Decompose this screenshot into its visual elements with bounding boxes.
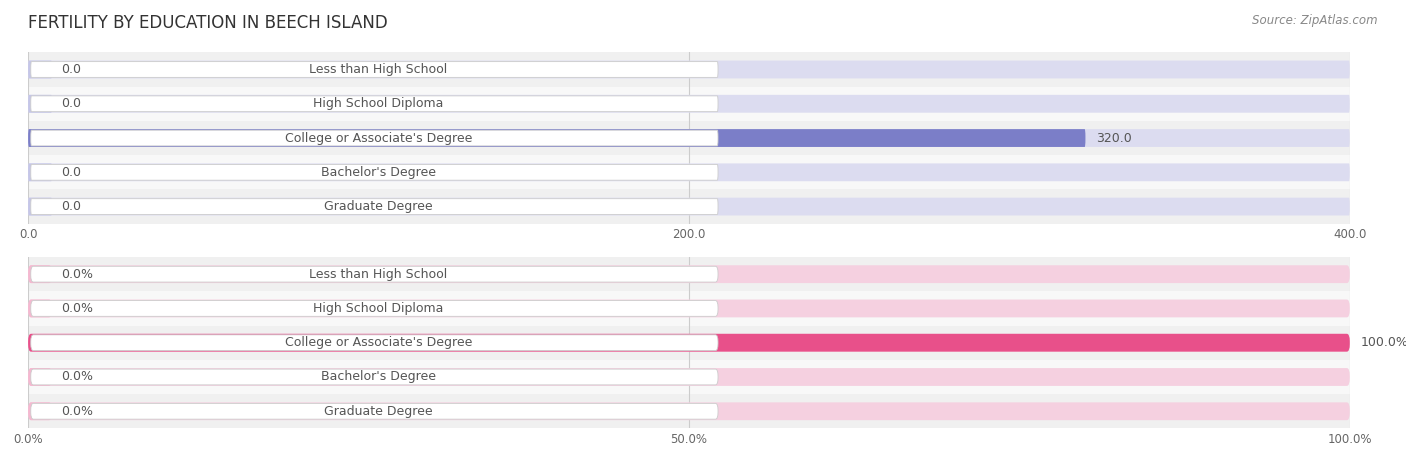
FancyBboxPatch shape — [31, 335, 718, 351]
Text: Less than High School: Less than High School — [309, 268, 447, 281]
FancyBboxPatch shape — [28, 198, 1350, 216]
Text: 100.0%: 100.0% — [1361, 336, 1406, 349]
FancyBboxPatch shape — [28, 368, 52, 386]
Text: 0.0%: 0.0% — [62, 405, 93, 418]
FancyBboxPatch shape — [28, 95, 1350, 113]
FancyBboxPatch shape — [31, 403, 718, 419]
Text: 0.0%: 0.0% — [62, 268, 93, 281]
FancyBboxPatch shape — [31, 369, 718, 385]
FancyBboxPatch shape — [31, 300, 718, 317]
FancyBboxPatch shape — [28, 129, 1350, 147]
Bar — [28, 52, 1350, 87]
Text: 0.0%: 0.0% — [62, 302, 93, 315]
FancyBboxPatch shape — [28, 163, 52, 181]
FancyBboxPatch shape — [28, 299, 52, 317]
Text: Bachelor's Degree: Bachelor's Degree — [321, 370, 436, 384]
Bar — [28, 326, 1350, 360]
FancyBboxPatch shape — [28, 60, 52, 79]
FancyBboxPatch shape — [28, 402, 1350, 420]
Bar — [28, 87, 1350, 121]
Text: College or Associate's Degree: College or Associate's Degree — [284, 131, 472, 145]
Text: College or Associate's Degree: College or Associate's Degree — [284, 336, 472, 349]
FancyBboxPatch shape — [28, 129, 1085, 147]
FancyBboxPatch shape — [31, 266, 718, 282]
FancyBboxPatch shape — [31, 61, 718, 78]
Text: High School Diploma: High School Diploma — [314, 302, 443, 315]
FancyBboxPatch shape — [28, 402, 52, 420]
Text: 320.0: 320.0 — [1097, 131, 1132, 145]
Bar — [28, 155, 1350, 189]
FancyBboxPatch shape — [28, 368, 1350, 386]
FancyBboxPatch shape — [28, 163, 1350, 181]
FancyBboxPatch shape — [28, 334, 1350, 352]
Text: 0.0%: 0.0% — [62, 370, 93, 384]
FancyBboxPatch shape — [28, 299, 1350, 317]
FancyBboxPatch shape — [31, 164, 718, 180]
FancyBboxPatch shape — [28, 265, 1350, 283]
Bar — [28, 189, 1350, 224]
Text: Graduate Degree: Graduate Degree — [323, 405, 433, 418]
FancyBboxPatch shape — [28, 60, 1350, 79]
Text: Less than High School: Less than High School — [309, 63, 447, 76]
Text: Bachelor's Degree: Bachelor's Degree — [321, 166, 436, 179]
Text: 0.0: 0.0 — [62, 97, 82, 110]
FancyBboxPatch shape — [28, 265, 52, 283]
Text: Source: ZipAtlas.com: Source: ZipAtlas.com — [1253, 14, 1378, 27]
FancyBboxPatch shape — [28, 198, 52, 216]
Bar — [28, 360, 1350, 394]
Text: FERTILITY BY EDUCATION IN BEECH ISLAND: FERTILITY BY EDUCATION IN BEECH ISLAND — [28, 14, 388, 32]
Text: Graduate Degree: Graduate Degree — [323, 200, 433, 213]
FancyBboxPatch shape — [31, 198, 718, 215]
Bar — [28, 121, 1350, 155]
Bar — [28, 394, 1350, 428]
Text: High School Diploma: High School Diploma — [314, 97, 443, 110]
FancyBboxPatch shape — [31, 96, 718, 112]
Text: 0.0: 0.0 — [62, 200, 82, 213]
Text: 0.0: 0.0 — [62, 63, 82, 76]
Bar — [28, 291, 1350, 326]
Text: 0.0: 0.0 — [62, 166, 82, 179]
FancyBboxPatch shape — [31, 130, 718, 146]
FancyBboxPatch shape — [28, 334, 1350, 352]
Bar — [28, 257, 1350, 291]
FancyBboxPatch shape — [28, 95, 52, 113]
